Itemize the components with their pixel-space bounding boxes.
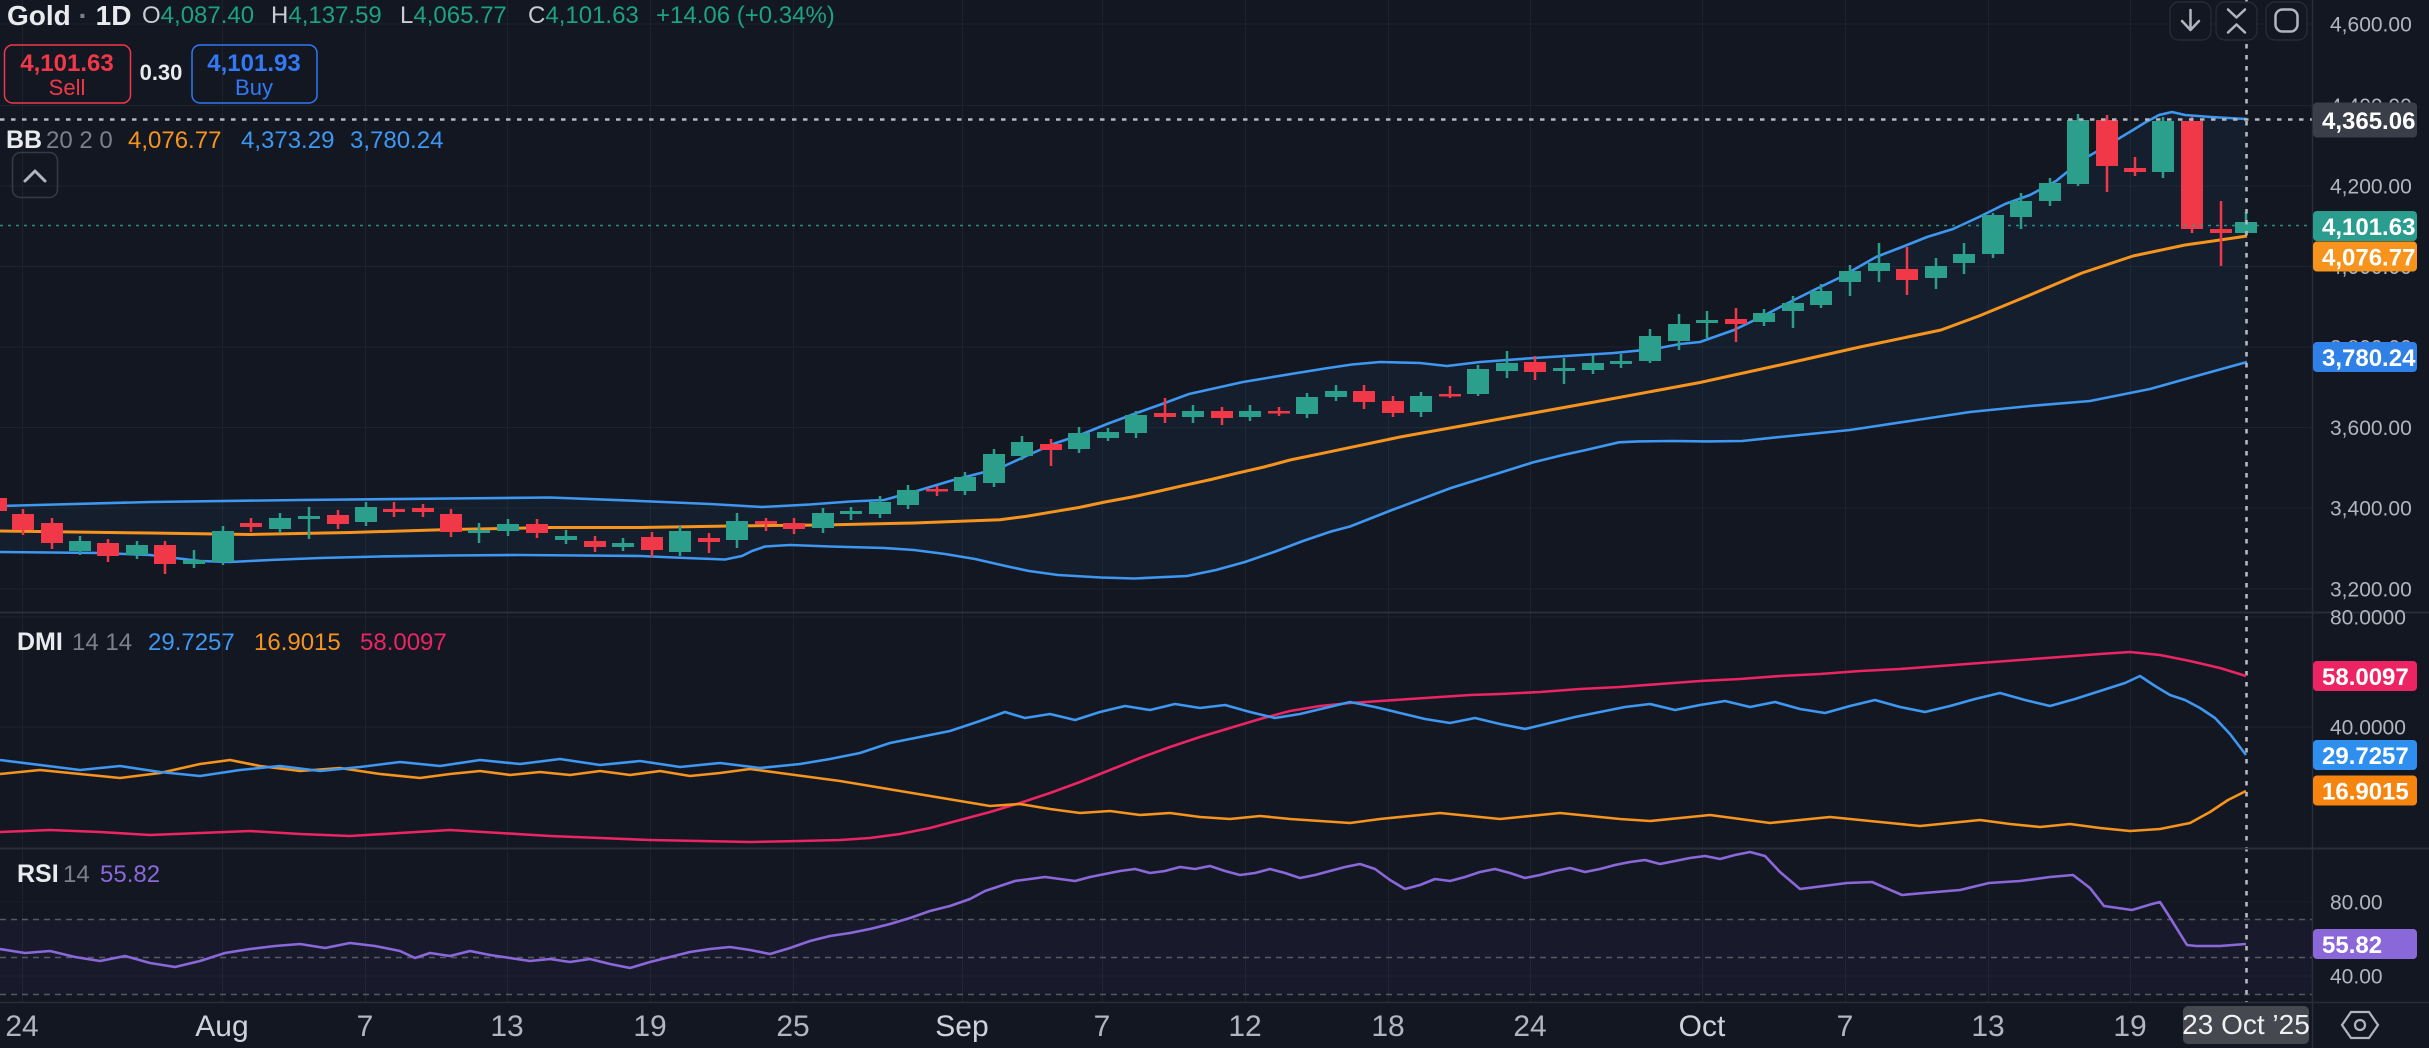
svg-text:20 2 0: 20 2 0: [46, 127, 113, 154]
svg-text:58.0097: 58.0097: [2322, 664, 2409, 691]
svg-text:4,373.29: 4,373.29: [241, 127, 334, 154]
svg-text:18: 18: [1371, 1010, 1404, 1043]
svg-text:L4,065.77: L4,065.77: [400, 2, 507, 29]
svg-text:BB: BB: [6, 126, 42, 154]
svg-text:DMI: DMI: [17, 628, 63, 656]
svg-text:RSI: RSI: [17, 860, 59, 888]
svg-text:25: 25: [776, 1010, 809, 1043]
svg-text:Sep: Sep: [935, 1010, 988, 1043]
svg-text:19: 19: [2113, 1010, 2146, 1043]
svg-text:Sell: Sell: [49, 75, 86, 100]
svg-text:16.9015: 16.9015: [2322, 779, 2409, 806]
svg-text:4,101.63: 4,101.63: [20, 50, 113, 77]
svg-text:4,076.77: 4,076.77: [128, 127, 221, 154]
svg-text:Oct: Oct: [1679, 1010, 1726, 1043]
svg-text:7: 7: [1837, 1010, 1854, 1043]
svg-text:12: 12: [1228, 1010, 1261, 1043]
svg-text:Aug: Aug: [195, 1010, 248, 1043]
svg-text:19: 19: [633, 1010, 666, 1043]
svg-text:Gold · 1D: Gold · 1D: [7, 0, 131, 31]
svg-text:29.7257: 29.7257: [148, 629, 235, 656]
svg-text:0.30: 0.30: [140, 60, 183, 85]
svg-text:24: 24: [1513, 1010, 1546, 1043]
svg-text:40.00: 40.00: [2330, 966, 2383, 989]
svg-text:55.82: 55.82: [2322, 932, 2382, 959]
svg-text:24: 24: [5, 1010, 38, 1043]
svg-text:4,076.77: 4,076.77: [2322, 245, 2415, 272]
svg-text:7: 7: [1094, 1010, 1111, 1043]
svg-text:14: 14: [63, 861, 90, 888]
svg-text:Buy: Buy: [235, 75, 273, 100]
svg-text:O4,087.40: O4,087.40: [142, 2, 254, 29]
svg-text:7: 7: [357, 1010, 374, 1043]
svg-text:16.9015: 16.9015: [254, 629, 341, 656]
svg-text:55.82: 55.82: [100, 861, 160, 888]
svg-text:80.00: 80.00: [2330, 892, 2383, 915]
svg-text:3,600.00: 3,600.00: [2330, 417, 2412, 440]
svg-text:58.0097: 58.0097: [360, 629, 447, 656]
svg-text:29.7257: 29.7257: [2322, 743, 2409, 770]
svg-text:C4,101.63: C4,101.63: [528, 2, 639, 29]
svg-text:H4,137.59: H4,137.59: [271, 2, 382, 29]
svg-text:+14.06 (+0.34%): +14.06 (+0.34%): [656, 2, 835, 29]
svg-text:4,600.00: 4,600.00: [2330, 14, 2412, 37]
svg-text:4,101.63: 4,101.63: [2322, 214, 2415, 241]
svg-text:13: 13: [1971, 1010, 2004, 1043]
svg-text:80.0000: 80.0000: [2330, 607, 2406, 630]
svg-text:3,780.24: 3,780.24: [2322, 345, 2416, 372]
svg-text:3,780.24: 3,780.24: [350, 127, 443, 154]
svg-text:13: 13: [490, 1010, 523, 1043]
svg-text:4,365.06: 4,365.06: [2322, 108, 2415, 135]
svg-text:23 Oct ’25: 23 Oct ’25: [2182, 1009, 2310, 1040]
svg-text:3,200.00: 3,200.00: [2330, 579, 2412, 602]
svg-text:40.0000: 40.0000: [2330, 717, 2406, 740]
svg-text:4,101.93: 4,101.93: [207, 50, 300, 77]
svg-text:14 14: 14 14: [72, 629, 132, 656]
svg-text:3,400.00: 3,400.00: [2330, 498, 2412, 521]
svg-text:4,200.00: 4,200.00: [2330, 176, 2412, 199]
